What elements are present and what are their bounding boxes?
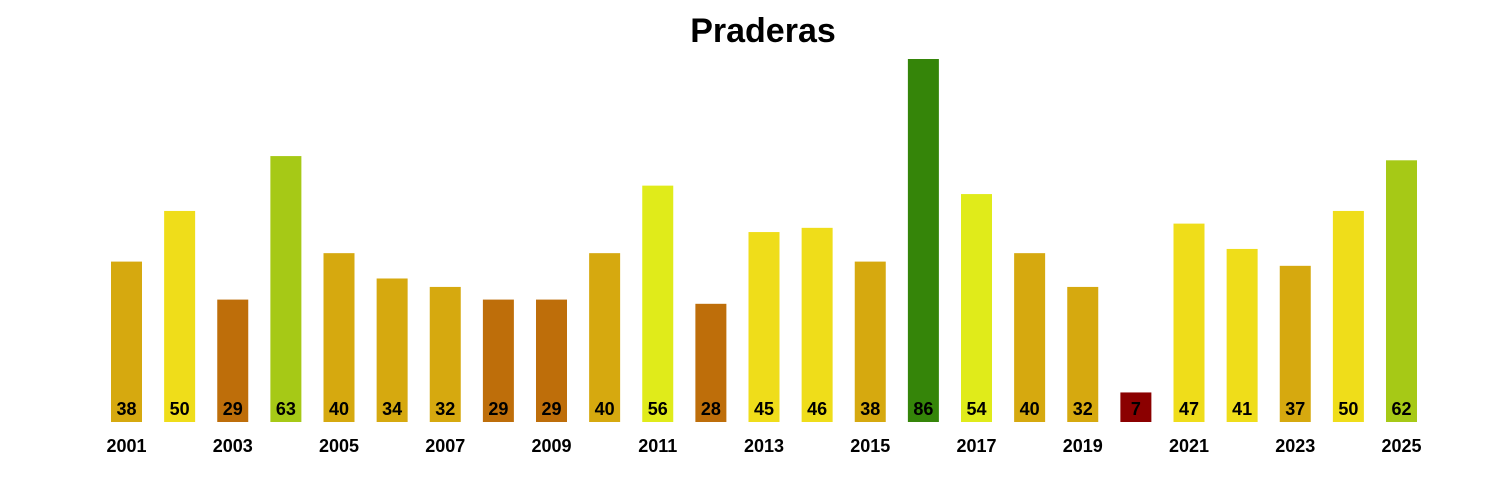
bar-value-label: 40 xyxy=(1020,399,1040,419)
bar-2015 xyxy=(854,261,886,422)
bar-value-label: 40 xyxy=(329,399,349,419)
x-tick-label: 2003 xyxy=(213,436,253,456)
x-tick-label: 2023 xyxy=(1275,436,1315,456)
bar-value-label: 29 xyxy=(541,399,561,419)
bar-value-label: 41 xyxy=(1232,399,1252,419)
x-tick-label: 2013 xyxy=(744,436,784,456)
bar-2009 xyxy=(536,299,567,422)
x-tick-label: 2021 xyxy=(1169,436,1209,456)
bar-2012 xyxy=(695,303,727,422)
bar-2014 xyxy=(801,227,833,422)
bar-value-label: 29 xyxy=(223,399,243,419)
bar-2003 xyxy=(217,299,249,422)
bar-value-label: 29 xyxy=(488,399,508,419)
bar-2016 xyxy=(907,59,939,422)
bar-2007 xyxy=(429,286,461,422)
bar-2018 xyxy=(1014,253,1046,422)
bar-2020 xyxy=(1120,392,1152,422)
bar-value-label: 63 xyxy=(276,399,296,419)
bars-layer xyxy=(111,59,1417,423)
bar-2013 xyxy=(748,232,780,422)
bar-2002 xyxy=(164,210,196,422)
bar-value-label: 45 xyxy=(754,399,774,419)
x-tick-label: 2015 xyxy=(850,436,890,456)
bar-value-label: 34 xyxy=(382,399,402,419)
x-tick-label: 2009 xyxy=(531,436,571,456)
value-labels-layer: 38 50 29 63 40 34 32 29 29 40 56 28 45 46 38 86 54 40 32 7 4… xyxy=(116,399,1411,419)
bar-value-label: 40 xyxy=(595,399,615,419)
bar-2021 xyxy=(1173,223,1205,422)
bar-2025 xyxy=(1386,160,1417,423)
bar-value-label: 28 xyxy=(701,399,721,419)
x-tick-label: 2025 xyxy=(1381,436,1421,456)
chart-title: Praderas xyxy=(690,12,836,50)
bar-2024 xyxy=(1332,210,1364,422)
bar-2010 xyxy=(589,253,621,422)
bar-2023 xyxy=(1279,265,1311,422)
x-tick-label: 2017 xyxy=(956,436,996,456)
x-tick-label: 2019 xyxy=(1063,436,1103,456)
bar-value-label: 47 xyxy=(1179,399,1199,419)
bar-2008 xyxy=(482,299,514,422)
bar-2022 xyxy=(1226,248,1258,422)
bar-2005 xyxy=(323,253,355,422)
bar-2006 xyxy=(376,278,408,422)
x-axis-ticks: 2001 2003 2005 2007 2009 2011 2013 2015 2017 2019… xyxy=(106,436,1421,456)
bar-value-label: 56 xyxy=(648,399,668,419)
bar-2011 xyxy=(642,185,674,422)
bar-2017 xyxy=(961,194,992,422)
bar-value-label: 54 xyxy=(966,399,986,419)
bar-value-label: 46 xyxy=(807,399,827,419)
bar-value-label: 37 xyxy=(1285,399,1305,419)
x-tick-label: 2011 xyxy=(638,436,677,456)
bar-value-label: 38 xyxy=(860,399,880,419)
bar-2019 xyxy=(1067,286,1099,422)
bar-value-label: 32 xyxy=(435,399,455,419)
bar-value-label: 62 xyxy=(1391,399,1411,419)
bar-2001 xyxy=(111,261,142,422)
bar-2004 xyxy=(270,156,302,422)
bar-value-label: 50 xyxy=(170,399,190,419)
x-tick-label: 2007 xyxy=(425,436,465,456)
bar-value-label: 38 xyxy=(116,399,136,419)
bar-value-label: 32 xyxy=(1073,399,1093,419)
x-tick-label: 2005 xyxy=(319,436,359,456)
x-tick-label: 2001 xyxy=(106,436,146,456)
bar-value-label: 86 xyxy=(913,399,933,419)
bar-value-label: 7 xyxy=(1131,399,1141,419)
bar-value-label: 50 xyxy=(1338,399,1358,419)
